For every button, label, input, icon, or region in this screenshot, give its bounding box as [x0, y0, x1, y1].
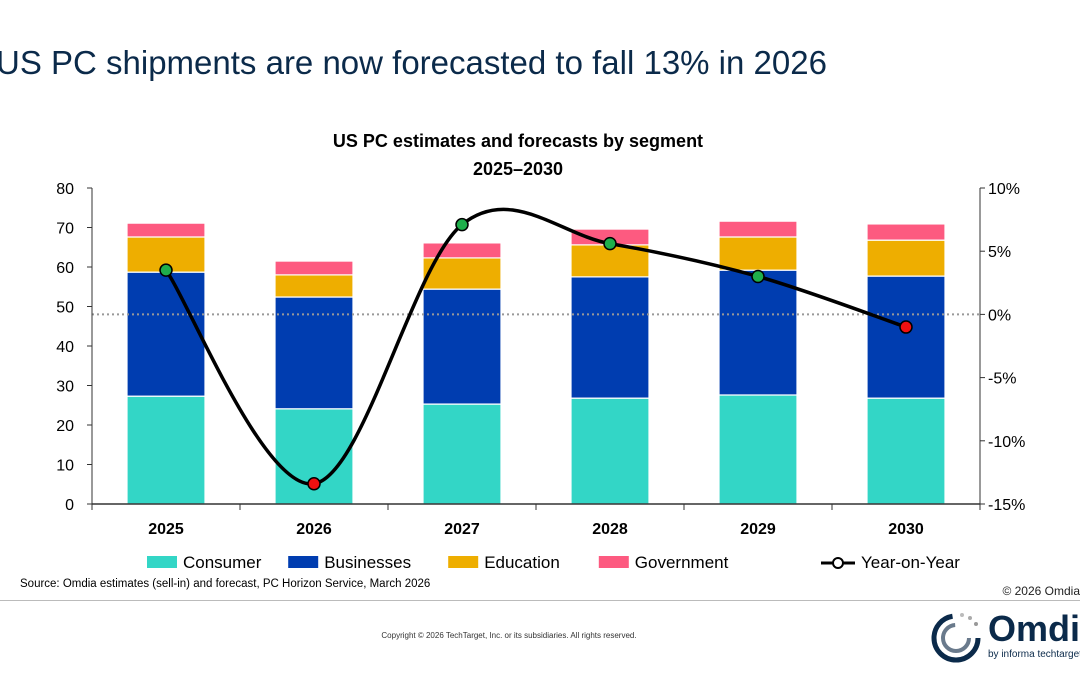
legend-swatch-yoy-marker	[832, 557, 844, 569]
legend-swatch-consumer	[147, 556, 177, 568]
y-tick-label: 0	[65, 497, 74, 514]
bar-businesses-2025	[126, 271, 206, 397]
divider	[0, 600, 1080, 601]
y2-tick-label: 10%	[988, 181, 1020, 198]
legend-label-government: Government	[635, 553, 729, 572]
bar-businesses-2028	[570, 276, 650, 399]
y-tick-label: 20	[56, 418, 74, 435]
y2-tick-label: -5%	[988, 371, 1016, 388]
y-tick-label: 60	[56, 260, 74, 277]
bar-consumer-2029	[718, 394, 798, 505]
legend-label-businesses: Businesses	[324, 553, 411, 572]
bar-education-2030	[866, 239, 946, 277]
x-tick-label: 2029	[740, 521, 776, 538]
bar-businesses-2027	[422, 288, 502, 405]
bar-consumer-2028	[570, 397, 650, 505]
omdia-logo-icon	[931, 613, 981, 663]
bar-consumer-2030	[866, 397, 946, 505]
yoy-point-2029	[751, 269, 765, 284]
legend-swatch-education	[448, 556, 479, 568]
legend-label-education: Education	[484, 553, 560, 572]
yoy-point-2028	[603, 236, 617, 251]
bar-government-2026	[274, 260, 354, 276]
y2-tick-label: -10%	[988, 434, 1025, 451]
stacked-bar-chart: US PC estimates and forecasts by segment…	[56, 131, 1025, 572]
yoy-point-2025	[159, 263, 173, 277]
headline: US PC shipments are now forecasted to fa…	[0, 44, 827, 81]
bar-businesses-2026	[274, 296, 354, 410]
x-tick-label: 2030	[888, 521, 924, 538]
x-tick-label: 2028	[592, 521, 628, 538]
chart-title: US PC estimates and forecasts by segment	[333, 131, 703, 151]
logo-word: Omdia	[988, 608, 1080, 649]
y-tick-label: 70	[56, 221, 74, 238]
bar-education-2029	[718, 236, 798, 271]
chart-subtitle: 2025–2030	[473, 159, 563, 179]
bar-consumer-2027	[422, 403, 502, 505]
bar-consumer-2025	[126, 395, 206, 505]
x-tick-label: 2025	[148, 521, 184, 538]
legal-copyright: Copyright © 2026 TechTarget, Inc. or its…	[381, 631, 637, 640]
y2-tick-label: -15%	[988, 497, 1025, 514]
bar-businesses-2030	[866, 275, 946, 399]
omdia-logo: Omdia by informa techtarget	[930, 608, 1080, 663]
bar-government-2030	[866, 223, 946, 241]
bar-government-2027	[422, 242, 502, 259]
y-tick-label: 50	[56, 300, 74, 317]
yoy-point-2030	[899, 320, 913, 334]
y-tick-label: 80	[56, 181, 74, 198]
y-tick-label: 30	[56, 379, 74, 396]
logo-sub: by informa techtarget	[988, 649, 1080, 660]
legend-swatch-government	[598, 556, 629, 568]
bar-education-2026	[274, 274, 354, 298]
yoy-point-2027	[455, 217, 469, 232]
y2-tick-label: 0%	[988, 307, 1011, 324]
x-tick-label: 2026	[296, 521, 332, 538]
bar-government-2029	[718, 220, 798, 238]
legend-swatch-businesses	[288, 556, 319, 568]
y-tick-label: 40	[56, 339, 74, 356]
y-tick-label: 10	[56, 458, 74, 475]
bar-government-2025	[126, 222, 206, 238]
bar-businesses-2029	[718, 269, 798, 396]
legend-label-yoy: Year-on-Year	[861, 553, 960, 572]
yoy-point-2026	[307, 477, 321, 491]
x-tick-label: 2027	[444, 521, 480, 538]
omdia-copyright: © 2026 Omdia	[1002, 584, 1080, 598]
y2-tick-label: 5%	[988, 244, 1011, 261]
source-note: Source: Omdia estimates (sell-in) and fo…	[20, 578, 431, 590]
legend-label-consumer: Consumer	[183, 553, 262, 572]
